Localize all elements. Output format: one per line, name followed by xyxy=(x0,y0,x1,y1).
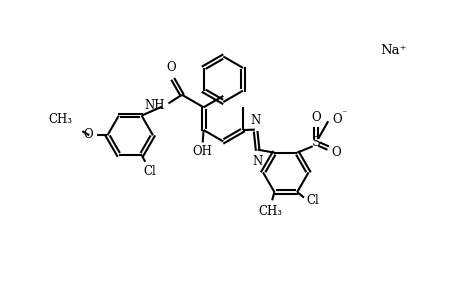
Text: O: O xyxy=(332,114,342,126)
Text: Na⁺: Na⁺ xyxy=(380,44,407,57)
Text: S: S xyxy=(312,136,321,149)
Text: CH₃: CH₃ xyxy=(258,205,282,218)
Text: O: O xyxy=(332,146,341,159)
Text: O: O xyxy=(83,128,93,141)
Text: ⁻: ⁻ xyxy=(341,110,347,118)
Text: NH: NH xyxy=(145,99,165,112)
Text: N: N xyxy=(252,155,263,168)
Text: N: N xyxy=(250,114,261,127)
Text: Cl: Cl xyxy=(307,194,319,207)
Text: CH₃: CH₃ xyxy=(48,113,72,126)
Text: OH: OH xyxy=(193,145,213,158)
Text: O: O xyxy=(312,111,321,124)
Text: O: O xyxy=(166,61,176,74)
Text: Cl: Cl xyxy=(144,165,156,178)
